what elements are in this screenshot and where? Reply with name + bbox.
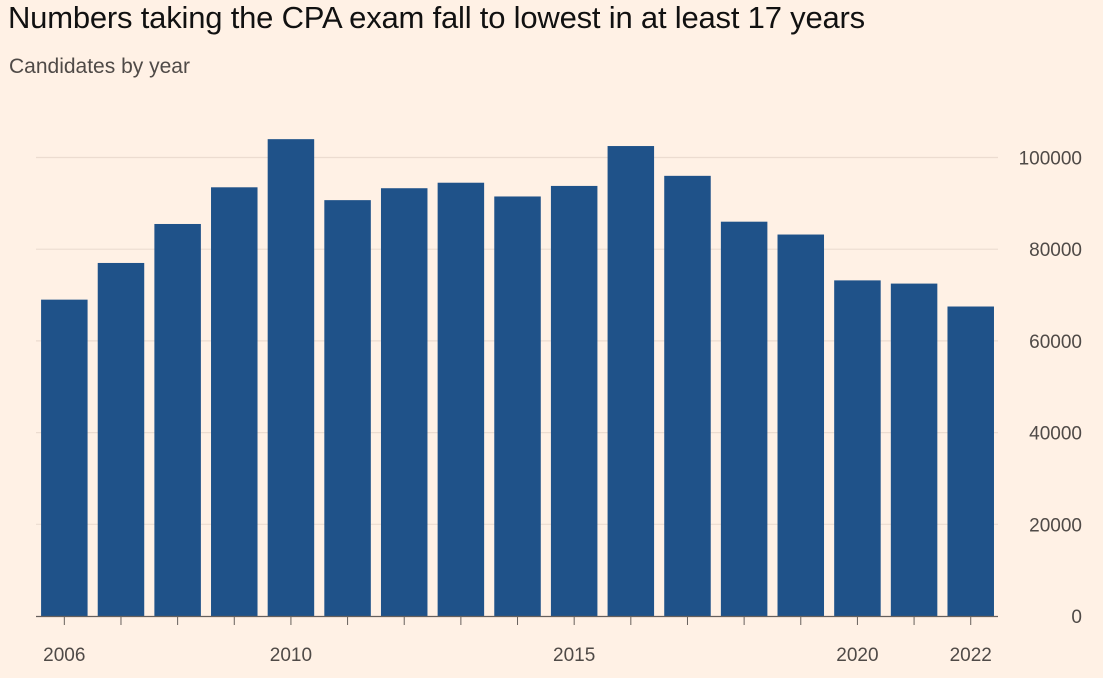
y-tick-label: 60000 [1029, 332, 1082, 353]
bar-2019 [777, 234, 825, 616]
bar-2007 [97, 262, 145, 616]
bar-2006 [41, 299, 88, 616]
x-tick-label: 2010 [270, 645, 312, 666]
bar-2020 [834, 280, 881, 616]
y-tick-label: 0 [1071, 607, 1082, 628]
bar-2022 [947, 306, 994, 616]
bar-2013 [437, 182, 485, 616]
bar-2008 [154, 223, 201, 617]
bar-2014 [494, 196, 541, 616]
bar-2010 [267, 139, 315, 616]
bar-2011 [324, 200, 371, 616]
y-tick-label: 80000 [1029, 240, 1082, 261]
chart-title: Numbers taking the CPA exam fall to lowe… [8, 0, 865, 35]
bar-2016 [607, 146, 655, 617]
bars [41, 139, 994, 617]
bar-2009 [211, 187, 258, 617]
x-tick-label: 2022 [950, 645, 992, 666]
x-tick-label: 2015 [553, 645, 595, 666]
x-axis-labels: 2006 2010 2015 2020 2022 [43, 645, 992, 666]
chart-subtitle: Candidates by year [9, 55, 190, 78]
x-tick-label: 2006 [43, 645, 85, 666]
bar-2021 [890, 283, 938, 616]
bar-2017 [664, 175, 711, 616]
y-tick-label: 40000 [1029, 424, 1082, 445]
bar-2018 [720, 221, 768, 616]
bar-2015 [550, 185, 598, 616]
x-tick-label: 2020 [836, 645, 878, 666]
x-axis [36, 615, 998, 625]
y-tick-label: 100000 [1019, 149, 1082, 170]
y-axis-labels: 0 20000 40000 60000 80000 100000 [1019, 149, 1082, 629]
y-tick-label: 20000 [1029, 515, 1082, 536]
bar-2012 [380, 188, 428, 616]
